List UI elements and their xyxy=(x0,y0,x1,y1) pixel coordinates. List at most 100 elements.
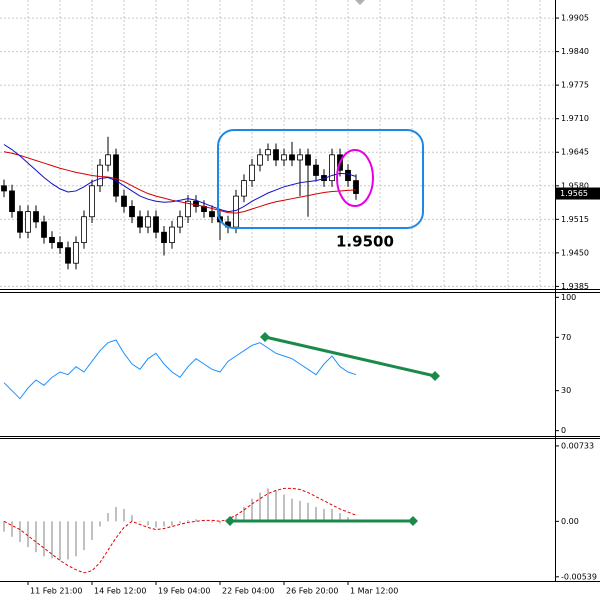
candle-body xyxy=(9,190,15,212)
candle-body xyxy=(65,247,71,264)
histogram-bar xyxy=(27,521,29,548)
candle-body xyxy=(241,180,247,197)
highlight-ellipse xyxy=(336,149,374,207)
histogram-bar xyxy=(211,521,213,523)
candle-body xyxy=(49,236,55,243)
indicator-line xyxy=(3,339,357,400)
histogram-bar xyxy=(107,513,109,522)
histogram-bar xyxy=(275,490,277,522)
y-tick-label: 1.9580 xyxy=(561,181,589,190)
histogram-bar xyxy=(315,506,317,522)
candle-body xyxy=(145,216,151,228)
candle-body xyxy=(313,164,319,176)
candle-body xyxy=(153,216,159,233)
candle-body xyxy=(17,211,23,233)
x-tick-label: 11 Feb 21:00 xyxy=(30,587,82,596)
y-tick-label: 1.9775 xyxy=(561,81,589,90)
candle-body xyxy=(249,164,255,182)
y-tick-label: 1.9710 xyxy=(561,114,589,123)
candle-body xyxy=(273,149,279,161)
histogram-bar xyxy=(83,521,85,551)
y-tick-label: 1.9905 xyxy=(561,14,589,23)
candle-body xyxy=(25,211,31,233)
histogram-bar xyxy=(123,509,125,522)
histogram-bar xyxy=(115,506,117,522)
candle-body xyxy=(329,154,335,182)
y-tick-label: 1.9385 xyxy=(561,282,589,291)
histogram-bar xyxy=(243,506,245,522)
shift-marker xyxy=(355,0,365,5)
candle-body xyxy=(353,180,359,194)
histogram-bar xyxy=(299,500,301,522)
histogram-bar xyxy=(251,498,253,522)
y-tick-label: -0.00539 xyxy=(561,572,597,581)
histogram-bar xyxy=(35,521,37,553)
histogram-bar xyxy=(75,521,77,557)
candle-body xyxy=(281,154,287,161)
current-price: 1.9565 xyxy=(560,189,588,198)
candle-body xyxy=(257,154,263,166)
candle-body xyxy=(81,216,87,243)
candle-body xyxy=(209,211,215,218)
y-tick-label: 0.00 xyxy=(561,517,579,526)
candle-body xyxy=(177,216,183,228)
candle-body xyxy=(121,195,127,207)
candle-body xyxy=(57,242,63,249)
price-box xyxy=(556,187,600,200)
histogram-bar xyxy=(291,498,293,522)
histogram-bar xyxy=(187,520,189,522)
candle-body xyxy=(97,164,103,187)
candle-body xyxy=(193,200,199,207)
histogram-bar xyxy=(235,515,237,522)
histogram-bar xyxy=(339,513,341,522)
histogram-bar xyxy=(91,521,93,540)
histogram-bar xyxy=(331,509,333,522)
histogram-bar xyxy=(67,521,69,560)
histogram-bar xyxy=(171,521,173,526)
x-tick-label: 19 Feb 04:00 xyxy=(158,587,210,596)
histogram-bar xyxy=(163,521,165,527)
x-tick-label: 14 Feb 12:00 xyxy=(94,587,146,596)
histogram-bar xyxy=(59,521,61,561)
candle-body xyxy=(233,195,239,228)
histogram-bar xyxy=(259,492,261,522)
candle-body xyxy=(169,226,175,243)
histogram-bar xyxy=(179,521,181,524)
annotation: 1.9500 xyxy=(336,233,394,251)
candle-body xyxy=(265,149,271,156)
histogram-bar xyxy=(51,521,53,559)
histogram-bar xyxy=(147,521,149,526)
candle-body xyxy=(105,154,111,166)
y-tick-label: 70 xyxy=(561,333,571,342)
trend-handle xyxy=(430,371,440,381)
candle-body xyxy=(113,154,119,197)
histogram-bar xyxy=(155,521,157,528)
y-tick-label: 30 xyxy=(561,386,571,395)
candle-body xyxy=(185,200,191,218)
histogram-bar xyxy=(323,509,325,522)
range-box xyxy=(217,129,424,229)
x-tick-label: 26 Feb 20:00 xyxy=(286,587,338,596)
y-tick-label: 1.9450 xyxy=(561,248,589,257)
candle-body xyxy=(305,154,311,166)
trend-handle xyxy=(408,516,418,526)
y-tick-label: 100 xyxy=(561,293,576,302)
candle-body xyxy=(41,221,47,238)
candle-body xyxy=(137,216,143,228)
y-tick-label: 1.9645 xyxy=(561,148,589,157)
candle-body xyxy=(33,211,39,223)
moving-average xyxy=(3,144,357,213)
histogram-bar xyxy=(267,488,269,522)
histogram-bar xyxy=(283,494,285,522)
candle-body xyxy=(89,185,95,218)
moving-average xyxy=(3,151,357,214)
y-tick-label: 0 xyxy=(561,426,566,435)
histogram-bar xyxy=(11,521,13,537)
y-tick-label: 0.00733 xyxy=(561,441,594,450)
x-tick-label: 1 Mar 12:00 xyxy=(350,587,398,596)
candle-body xyxy=(297,154,303,161)
histogram-bar xyxy=(99,521,101,527)
